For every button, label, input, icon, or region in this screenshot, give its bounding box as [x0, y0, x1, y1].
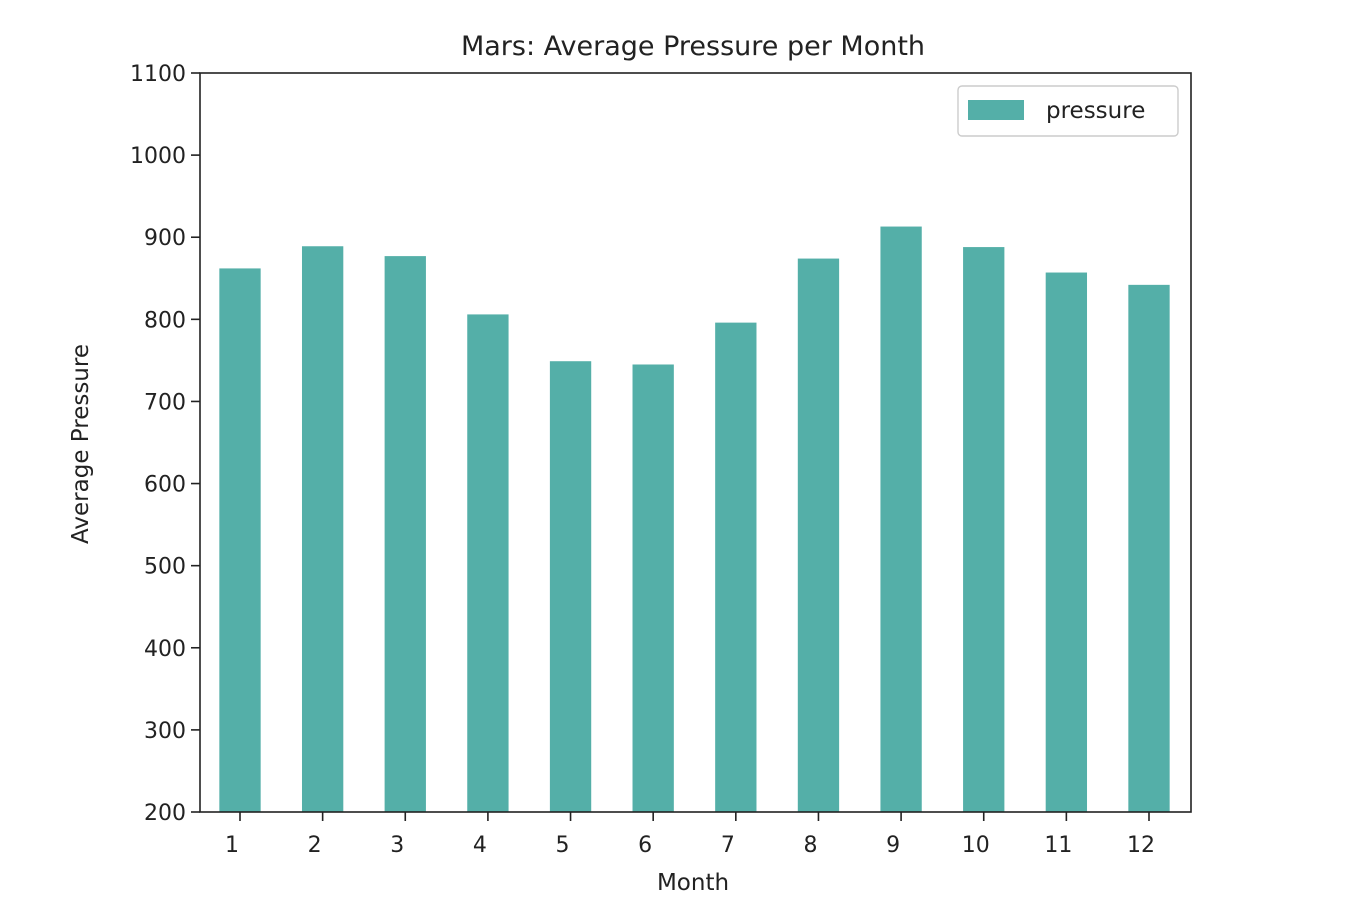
x-tick-label: 9 [886, 833, 900, 858]
x-tick-label: 2 [308, 833, 322, 858]
x-tick-label: 1 [225, 833, 239, 858]
y-tick-label: 600 [144, 473, 186, 498]
bar-month-8 [797, 258, 840, 812]
x-tick-label: 5 [556, 833, 570, 858]
y-axis-label: Average Pressure [68, 344, 94, 544]
x-tick-label: 12 [1127, 833, 1155, 858]
y-axis: 200 300 400 500 600 700 800 900 1000 1100 [130, 62, 200, 826]
bar-month-6 [632, 364, 674, 812]
bar-month-12 [1128, 284, 1170, 813]
x-axis-label: Month [657, 870, 729, 896]
bar-month-11 [1045, 272, 1088, 812]
legend-swatch [968, 100, 1024, 120]
legend-label: pressure [1046, 98, 1145, 124]
y-tick-label: 200 [144, 801, 186, 826]
bar-month-2 [301, 246, 344, 812]
bar-month-5 [549, 361, 592, 812]
y-tick-label: 500 [144, 555, 186, 580]
y-tick-label: 400 [144, 637, 186, 662]
plot-frame [199, 72, 1192, 813]
bar-month-9 [880, 226, 922, 813]
legend-box [957, 85, 1179, 137]
x-tick-label: 10 [962, 833, 990, 858]
y-tick-label: 700 [144, 390, 186, 415]
bar-month-7 [715, 322, 757, 812]
bar-month-1 [219, 268, 261, 812]
y-tick-label: 900 [144, 226, 186, 251]
x-tick-label: 11 [1044, 833, 1072, 858]
x-axis: 1 2 3 4 5 6 7 8 9 10 11 12 [225, 812, 1155, 858]
x-tick-label: 6 [638, 833, 652, 858]
y-tick-label: 300 [144, 719, 186, 744]
bar-month-3 [384, 256, 426, 812]
x-tick-label: 4 [473, 833, 487, 858]
bars-group [219, 226, 1170, 813]
y-tick-label: 1100 [130, 62, 186, 87]
x-tick-label: 7 [721, 833, 735, 858]
bar-month-4 [467, 314, 509, 812]
bar-month-10 [963, 247, 1005, 812]
y-tick-label: 1000 [130, 144, 186, 169]
legend: pressure [957, 85, 1179, 137]
x-tick-label: 3 [390, 833, 404, 858]
chart-title: Mars: Average Pressure per Month [461, 31, 925, 62]
x-tick-label: 8 [803, 833, 817, 858]
y-tick-label: 800 [144, 308, 186, 333]
